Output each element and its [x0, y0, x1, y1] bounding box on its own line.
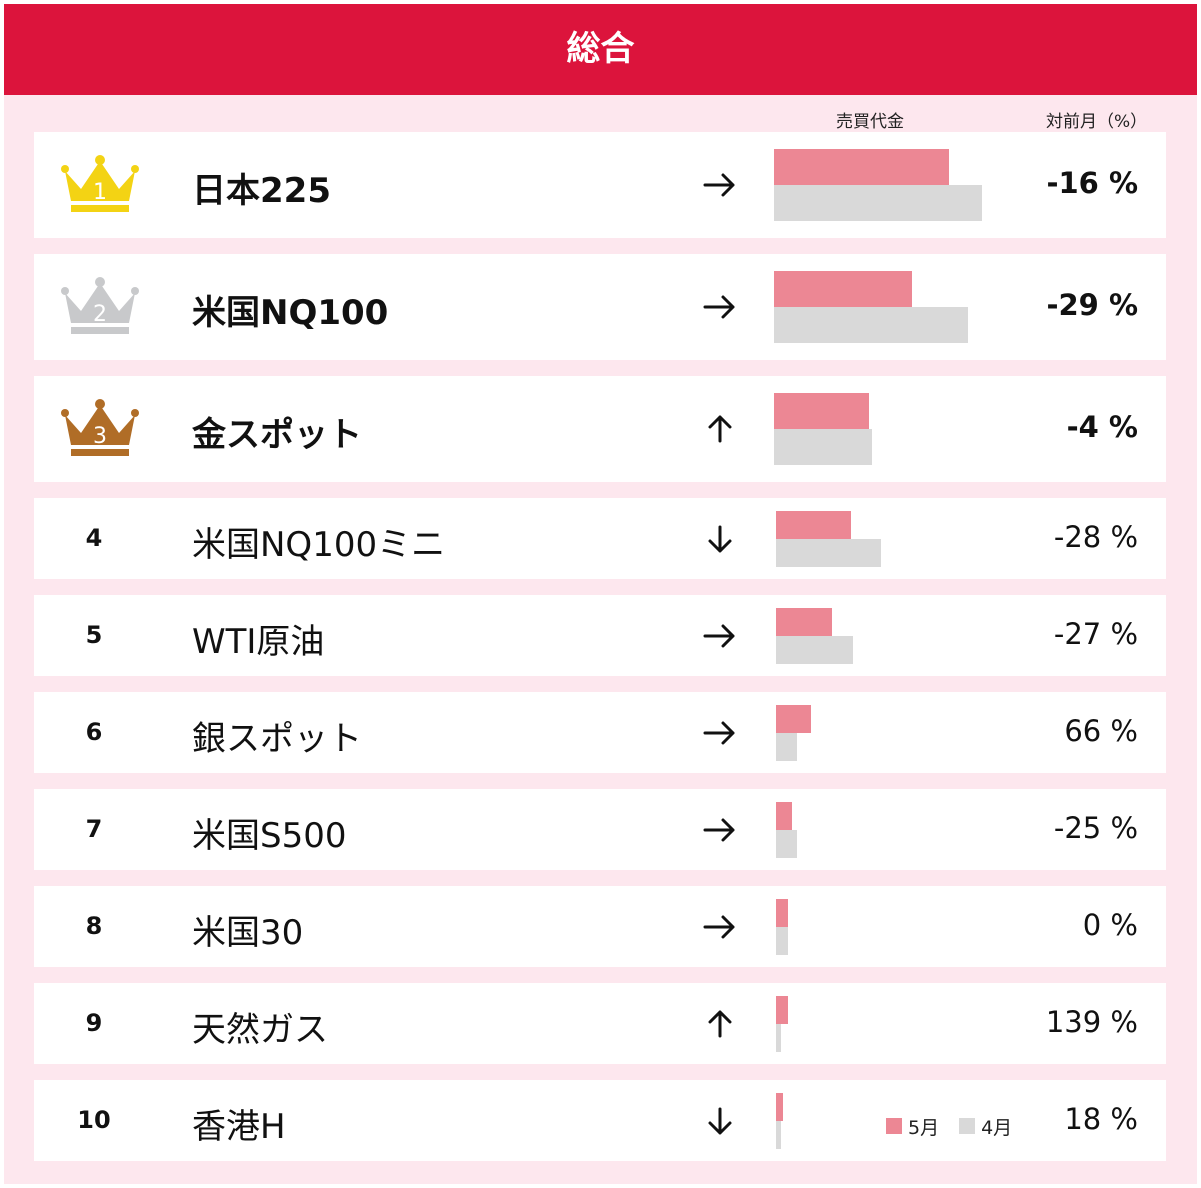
- bar-may: [776, 607, 832, 636]
- month-over-month-percent: -4 %: [1066, 410, 1138, 444]
- crown-icon: 1: [61, 155, 139, 213]
- ranking-row: 10 香港H 18 % 5月 4月: [34, 1080, 1166, 1161]
- ranking-panel: 総合 売買代金 対前月（%） 1 日本225 -16 % 2 米国NQ100 -29 % 3…: [4, 4, 1197, 1184]
- bar-april: [776, 635, 853, 664]
- volume-column-header: 売買代金: [836, 112, 904, 132]
- crown-icon: 2: [61, 277, 139, 335]
- trend-right-arrow-icon: [702, 912, 738, 942]
- rank-number: 7: [85, 814, 103, 843]
- bar-april: [776, 538, 881, 567]
- rank-number: 5: [85, 620, 103, 649]
- instrument-name: 香港H: [192, 1106, 286, 1147]
- mom-column-header: 対前月（%）: [1046, 112, 1148, 132]
- ranking-row: 1 日本225 -16 %: [34, 132, 1166, 238]
- month-over-month-percent: -27 %: [1053, 616, 1138, 651]
- legend-label: 5月: [908, 1116, 940, 1139]
- ranking-row: 5 WTI原油 -27 %: [34, 595, 1166, 676]
- bar-may: [774, 271, 913, 307]
- instrument-name: 米国30: [192, 912, 304, 953]
- bar-april: [776, 829, 797, 858]
- crown-rank-number: 2: [93, 302, 107, 327]
- bar-may: [776, 801, 792, 830]
- instrument-name: 天然ガス: [192, 1009, 328, 1050]
- bar-may: [776, 510, 852, 539]
- rank-number: 9: [85, 1008, 103, 1037]
- trend-right-arrow-icon: [702, 621, 738, 651]
- legend-label: 4月: [981, 1116, 1013, 1139]
- instrument-name: 米国NQ100ミニ: [192, 524, 446, 565]
- bar-april: [776, 1120, 782, 1149]
- bar-may: [776, 704, 811, 733]
- bar-may: [776, 898, 789, 927]
- instrument-name: 米国NQ100: [192, 293, 389, 333]
- instrument-name: 銀スポット: [192, 718, 362, 759]
- legend-item: 5月: [886, 1113, 939, 1140]
- trend-right-arrow-icon: [702, 815, 738, 845]
- bar-may: [774, 149, 949, 185]
- legend-swatch: [886, 1118, 902, 1134]
- instrument-name: 米国S500: [192, 815, 347, 856]
- trend-right-arrow-icon: [702, 292, 738, 322]
- ranking-row: 8 米国30 0 %: [34, 886, 1166, 967]
- month-over-month-percent: 66 %: [1064, 713, 1138, 748]
- bar-may: [776, 1092, 783, 1121]
- month-over-month-percent: -16 %: [1046, 166, 1138, 200]
- ranking-row: 4 米国NQ100ミニ -28 %: [34, 498, 1166, 579]
- legend-swatch: [959, 1118, 976, 1134]
- month-over-month-percent: 18 %: [1064, 1101, 1138, 1136]
- ranking-row: 6 銀スポット 66 %: [34, 692, 1166, 773]
- month-over-month-percent: 0 %: [1082, 907, 1138, 942]
- bar-april: [774, 185, 983, 221]
- month-over-month-percent: -29 %: [1046, 288, 1138, 322]
- month-over-month-percent: 139 %: [1045, 1004, 1138, 1039]
- bar-may: [774, 393, 869, 429]
- crown-icon: 3: [61, 399, 139, 457]
- month-over-month-percent: -28 %: [1053, 519, 1138, 554]
- bar-april: [776, 926, 789, 955]
- bar-april: [774, 429, 872, 465]
- chart-legend: 5月 4月: [886, 1113, 1032, 1140]
- trend-down-arrow-icon: [702, 1106, 738, 1136]
- trend-up-arrow-icon: [702, 1009, 738, 1039]
- bar-april: [774, 307, 969, 343]
- rank-number: 10: [77, 1105, 111, 1134]
- instrument-name: WTI原油: [192, 621, 325, 662]
- ranking-row: 9 天然ガス 139 %: [34, 983, 1166, 1064]
- bar-april: [776, 732, 797, 761]
- month-over-month-percent: -25 %: [1053, 810, 1138, 845]
- rank-number: 8: [85, 911, 103, 940]
- legend-item: 4月: [959, 1113, 1012, 1140]
- rank-number: 6: [85, 717, 103, 746]
- crown-rank-number: 1: [93, 180, 107, 205]
- trend-up-arrow-icon: [702, 414, 738, 444]
- ranking-row: 3 金スポット -4 %: [34, 376, 1166, 482]
- trend-right-arrow-icon: [702, 718, 738, 748]
- bar-may: [776, 995, 789, 1024]
- rank-number: 4: [85, 523, 103, 552]
- trend-down-arrow-icon: [702, 524, 738, 554]
- trend-right-arrow-icon: [702, 170, 738, 200]
- bar-april: [776, 1023, 782, 1052]
- instrument-name: 金スポット: [192, 415, 362, 455]
- ranking-row: 7 米国S500 -25 %: [34, 789, 1166, 870]
- ranking-row: 2 米国NQ100 -29 %: [34, 254, 1166, 360]
- crown-rank-number: 3: [93, 424, 107, 449]
- instrument-name: 日本225: [192, 171, 331, 211]
- panel-title: 総合: [4, 4, 1197, 95]
